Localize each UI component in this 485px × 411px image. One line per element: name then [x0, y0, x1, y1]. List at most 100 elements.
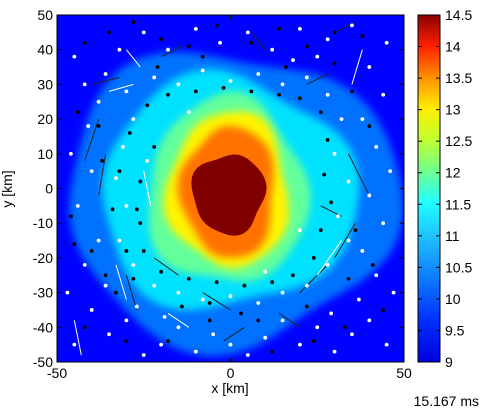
white-particle	[176, 82, 181, 87]
particle-track	[223, 326, 245, 342]
white-particle	[96, 238, 101, 243]
white-particle	[124, 89, 129, 94]
white-particle	[152, 75, 157, 80]
black-particle	[134, 207, 139, 212]
black-particle	[114, 290, 118, 295]
white-particle	[336, 214, 340, 219]
white-particle	[65, 290, 70, 295]
particle-markers	[65, 20, 396, 357]
black-particle	[193, 89, 198, 94]
white-particle	[298, 26, 302, 31]
black-particle	[298, 96, 302, 101]
white-particle	[152, 283, 157, 288]
white-particle	[68, 151, 73, 156]
white-particle	[360, 249, 365, 253]
white-particle	[159, 342, 164, 347]
colorbar-tick-label: 10	[445, 291, 461, 307]
white-particle	[228, 79, 233, 83]
white-particle	[107, 332, 111, 337]
white-particle	[200, 297, 205, 302]
x-axis: -50 0 50	[47, 15, 412, 381]
white-particle	[145, 158, 150, 163]
field-heatmap	[57, 15, 404, 362]
white-particle	[186, 110, 191, 115]
white-particle	[346, 179, 351, 184]
white-particle	[245, 353, 250, 357]
black-particle	[75, 110, 80, 115]
white-particle	[96, 99, 101, 104]
white-particle	[381, 221, 386, 226]
particle-track	[160, 45, 183, 58]
black-particle	[155, 65, 160, 69]
black-particle	[96, 124, 101, 128]
white-particle	[103, 283, 108, 288]
black-particle	[370, 262, 375, 267]
black-particle	[207, 318, 212, 323]
white-particle	[117, 47, 122, 52]
white-particle	[304, 283, 309, 288]
white-particle	[82, 262, 87, 267]
colorbar-tick-label: 9.5	[445, 322, 465, 338]
y-tick-label: 40	[37, 42, 53, 58]
white-particle	[228, 342, 233, 347]
white-particle	[356, 297, 361, 302]
black-particle	[131, 20, 136, 24]
x-tick-label: 50	[396, 365, 412, 381]
black-particle	[329, 200, 334, 205]
black-particle	[166, 339, 170, 344]
black-particle	[145, 103, 150, 108]
white-particle	[89, 308, 94, 312]
y-tick-label: 10	[37, 146, 53, 162]
white-particle	[332, 349, 337, 354]
particle-track	[334, 222, 356, 259]
white-particle	[72, 342, 77, 347]
colorbar	[417, 14, 441, 363]
colorbar-tick-label: 12.5	[445, 133, 472, 149]
white-particle	[141, 30, 146, 35]
black-particle	[68, 214, 73, 219]
colorbar-tick-label: 11	[445, 228, 460, 244]
white-particle	[374, 144, 379, 149]
particle-track	[202, 292, 231, 311]
black-particle	[332, 30, 337, 35]
black-particle	[256, 318, 261, 323]
particle-track	[126, 49, 141, 68]
black-particle	[311, 256, 316, 260]
white-particle	[315, 325, 320, 330]
white-particle	[391, 290, 396, 295]
y-tick-label: 30	[37, 76, 53, 92]
white-particle	[86, 124, 91, 128]
black-particle	[353, 228, 358, 233]
white-particle	[162, 314, 167, 319]
white-particle	[82, 82, 87, 87]
black-particle	[332, 61, 337, 66]
x-tick-label: 0	[227, 365, 235, 381]
particle-track	[91, 76, 120, 85]
black-particle	[124, 339, 129, 344]
particle-track	[84, 118, 100, 161]
white-particle	[332, 151, 337, 156]
black-particle	[82, 40, 87, 45]
white-particle	[176, 290, 181, 295]
particle-track	[153, 257, 179, 276]
white-particle	[134, 304, 139, 309]
white-particle	[304, 75, 309, 80]
white-particle	[114, 176, 118, 180]
black-particle	[291, 273, 295, 278]
black-particle	[343, 325, 347, 330]
white-particle	[89, 169, 94, 174]
black-particle	[270, 280, 275, 285]
black-particle	[138, 221, 143, 226]
black-particle	[103, 273, 108, 278]
white-particle	[193, 349, 198, 354]
black-particle	[152, 144, 157, 149]
particle-track	[351, 49, 363, 85]
black-particle	[350, 89, 354, 94]
colorbar-tick-label: 13.5	[445, 70, 472, 86]
colorbar-axis: 9 9.5 10 10.5 11 11.5 12 12.5 13 13.5 14 14.5	[418, 7, 472, 370]
colorbar-tick-label: 12	[445, 165, 461, 181]
black-particle	[117, 169, 122, 174]
black-particle	[72, 242, 77, 246]
white-particle	[75, 203, 80, 208]
black-particle	[186, 44, 191, 49]
